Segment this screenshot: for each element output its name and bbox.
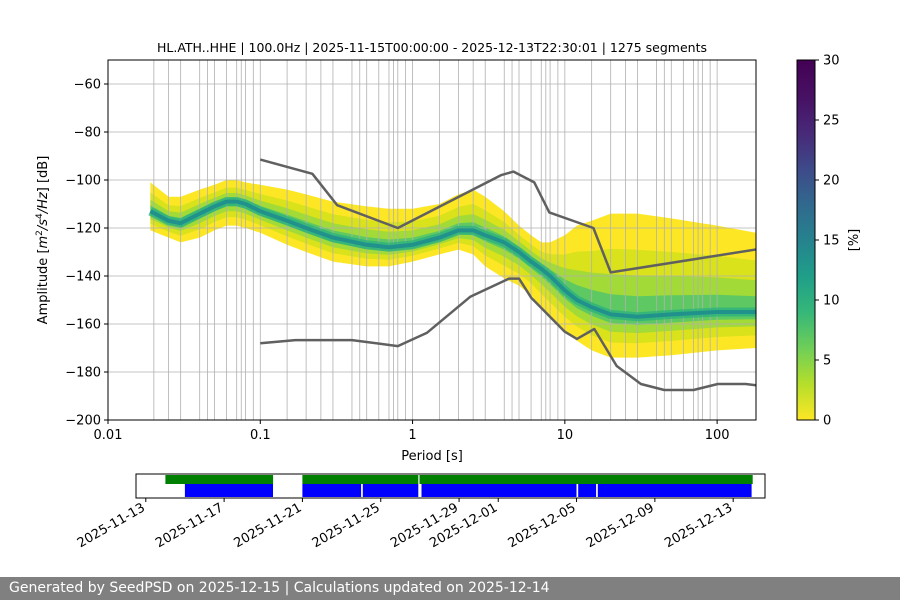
colorbar-tick-label: 15: [823, 234, 840, 249]
psd-mode-layer: [148, 197, 756, 322]
timeline-available-bar: [302, 475, 753, 484]
y-axis-label-part: /s: [36, 219, 51, 231]
timeline-used-bar: [362, 484, 419, 497]
timeline-tick-label: 2025-12-09: [584, 500, 657, 551]
y-axis-label-part: ] [dB]: [36, 156, 51, 193]
plot-grid: [108, 60, 756, 421]
y-axis-label-part: Amplitude [: [36, 248, 51, 324]
colorbar-gradient: [796, 59, 816, 421]
y-axis-label: Amplitude [m2/s4/Hz] [dB]: [35, 156, 51, 325]
timeline-used-bar: [578, 484, 597, 497]
y-axis-ticks: −200 −180 −160 −140 −120 −100 −80 −60: [65, 78, 108, 429]
timeline-ticks: 2025-11-13 2025-11-17 2025-11-21 2025-11-25…: [75, 498, 735, 551]
colorbar-tick-label: 30: [823, 54, 840, 69]
timeline-used-bar: [597, 484, 752, 497]
colorbar: 0 5 10 15 20 25 30 [%]: [796, 54, 862, 429]
timeline-bars: [165, 475, 753, 497]
footer-bar: Generated by SeedPSD on 2025-12-15 | Cal…: [0, 577, 900, 600]
timeline-frame: [135, 473, 766, 499]
y-axis-label-part: 4: [35, 213, 45, 219]
noise-model-high: [259, 158, 802, 274]
timeline-used-bar: [184, 484, 273, 497]
plot-frame: [107, 59, 757, 421]
y-axis-label-part: 2: [35, 230, 45, 236]
colorbar-tick-label: 10: [823, 294, 840, 309]
plot-clip-mask: [756, 0, 797, 430]
y-tick-label: −160: [65, 318, 101, 333]
colorbar-tick-label: 0: [823, 414, 831, 429]
psd-plot-area: 0.01 0.1 1 10 100 −200 −180 −160 −140 −120 −100 −8…: [65, 0, 802, 443]
colorbar-tick-label: 5: [823, 354, 831, 369]
y-tick-label: −180: [65, 366, 101, 381]
psd-figure: HL.ATH..HHE | 100.0Hz | 2025-11-15T00:00…: [35, 0, 862, 552]
colorbar-ticks: 0 5 10 15 20 25 30: [815, 54, 840, 429]
timeline-tick-label: 2025-11-25: [310, 500, 383, 551]
timeline-used-bar: [421, 484, 577, 497]
psd-mode-line: [149, 199, 756, 319]
timeline-tick-label: 2025-12-05: [506, 500, 579, 551]
y-tick-label: −100: [65, 174, 101, 189]
timeline-tick-label: 2025-12-13: [662, 500, 735, 551]
x-tick-label: 1: [408, 428, 416, 443]
timeline-available-bar: [165, 475, 274, 484]
x-tick-label: 10: [557, 428, 574, 443]
x-axis-ticks: 0.01 0.1 1 10 100: [94, 420, 730, 443]
availability-timeline: 2025-11-13 2025-11-17 2025-11-21 2025-11-25…: [75, 473, 766, 551]
y-tick-label: −80: [74, 126, 101, 141]
timeline-tick-label: 2025-11-21: [231, 500, 304, 551]
y-tick-label: −60: [74, 78, 101, 93]
colorbar-label: [%]: [847, 229, 862, 252]
noise-model-low: [260, 277, 796, 392]
colorbar-tick-label: 20: [823, 174, 840, 189]
chart-title: HL.ATH..HHE | 100.0Hz | 2025-11-15T00:00…: [157, 40, 707, 55]
noise-models: [259, 0, 802, 430]
x-axis-label: Period [s]: [401, 449, 463, 464]
timeline-tick-label: 2025-11-13: [75, 500, 148, 551]
y-tick-label: −200: [65, 414, 101, 429]
y-axis-label-part: /Hz: [36, 191, 51, 214]
x-tick-label: 100: [705, 428, 730, 443]
timeline-gap-marker: [418, 475, 420, 484]
timeline-tick-label: 2025-11-17: [153, 500, 226, 551]
y-tick-label: −120: [65, 222, 101, 237]
y-axis-label-part: m: [36, 236, 51, 249]
timeline-used-bar: [302, 484, 362, 497]
x-tick-label: 0.01: [94, 428, 123, 443]
x-tick-label: 0.1: [250, 428, 271, 443]
colorbar-tick-label: 25: [823, 114, 840, 129]
footer-text: Generated by SeedPSD on 2025-12-15 | Cal…: [9, 580, 550, 596]
y-tick-label: −140: [65, 270, 101, 285]
